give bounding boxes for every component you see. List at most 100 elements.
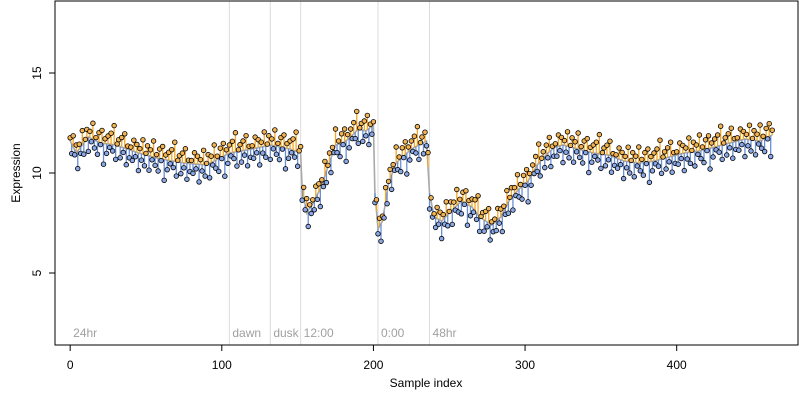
data-point <box>566 155 572 161</box>
x-axis: 0 100 200 300 400 <box>67 344 687 372</box>
data-point <box>279 146 286 152</box>
data-point <box>454 186 460 193</box>
data-point <box>275 140 281 147</box>
data-point <box>131 137 137 143</box>
x-tick-label: 100 <box>212 358 232 372</box>
data-point <box>223 147 230 153</box>
data-point <box>724 152 730 158</box>
data-point <box>695 151 701 158</box>
data-point <box>304 195 310 202</box>
data-point <box>646 179 653 186</box>
data-point <box>492 216 498 222</box>
data-point <box>536 141 542 147</box>
data-point <box>225 160 231 167</box>
data-point <box>173 173 180 179</box>
data-point <box>200 147 207 154</box>
segment-label: dusk <box>273 326 299 340</box>
data-point <box>623 165 630 171</box>
data-point <box>642 149 648 156</box>
data-point <box>307 202 313 208</box>
data-point <box>382 184 389 191</box>
data-point <box>643 160 650 167</box>
data-point <box>235 147 242 153</box>
data-point <box>332 126 339 132</box>
data-point <box>564 129 571 135</box>
data-point <box>719 156 725 163</box>
data-point <box>194 153 201 159</box>
data-point <box>532 153 539 160</box>
data-point <box>273 151 280 157</box>
data-point <box>144 143 151 149</box>
x-tick-label: 300 <box>515 358 535 372</box>
data-point <box>560 159 566 166</box>
data-point <box>388 186 395 193</box>
data-point <box>593 139 600 145</box>
data-point <box>146 167 152 173</box>
data-point <box>117 155 123 161</box>
data-point <box>730 155 736 161</box>
data-point <box>206 175 213 181</box>
data-point <box>214 153 220 159</box>
data-point <box>326 150 333 156</box>
data-point <box>375 231 381 237</box>
data-point <box>716 149 722 155</box>
data-point <box>563 149 569 155</box>
data-point <box>764 136 771 142</box>
data-point <box>281 132 287 138</box>
data-point <box>707 166 713 172</box>
data-point <box>529 162 536 168</box>
data-point <box>93 134 99 141</box>
data-point <box>649 168 656 174</box>
data-point <box>398 168 404 175</box>
data-point <box>213 165 219 171</box>
data-point <box>431 211 437 217</box>
data-point <box>548 163 554 170</box>
data-point <box>338 131 345 137</box>
data-point <box>202 173 208 179</box>
data-point <box>505 210 512 216</box>
data-point <box>419 134 425 140</box>
data-point <box>749 135 756 142</box>
data-point <box>132 154 139 160</box>
data-point <box>699 144 706 150</box>
data-point <box>402 139 408 145</box>
data-point <box>693 142 700 148</box>
data-point <box>461 201 468 208</box>
data-point <box>234 163 240 169</box>
data-point <box>297 143 304 150</box>
data-point <box>72 152 78 158</box>
data-point <box>484 224 490 230</box>
segment-label: 24hr <box>73 326 97 340</box>
data-point <box>106 144 113 151</box>
data-point <box>569 135 575 141</box>
data-point <box>413 150 419 156</box>
data-point <box>282 166 289 172</box>
data-point <box>384 200 390 207</box>
data-point <box>293 129 299 135</box>
data-point <box>347 126 354 132</box>
data-point <box>232 130 239 136</box>
data-point <box>237 142 243 148</box>
data-point <box>710 154 716 160</box>
data-point <box>325 162 331 169</box>
data-point <box>511 184 518 191</box>
data-point <box>387 166 393 173</box>
data-point <box>599 149 606 156</box>
data-point <box>267 156 274 163</box>
data-point <box>540 149 546 155</box>
data-point <box>760 133 766 139</box>
data-point <box>100 161 107 167</box>
data-point <box>182 146 189 152</box>
data-point <box>266 133 272 139</box>
data-point <box>229 138 236 144</box>
y-axis-title: Expression <box>9 143 23 202</box>
data-point <box>208 153 214 159</box>
data-point <box>226 142 233 148</box>
data-point <box>589 159 595 165</box>
data-point <box>576 154 583 161</box>
data-point <box>602 163 609 169</box>
data-point <box>558 134 565 141</box>
data-point <box>769 127 775 133</box>
data-point <box>673 149 680 155</box>
data-point <box>467 213 474 219</box>
